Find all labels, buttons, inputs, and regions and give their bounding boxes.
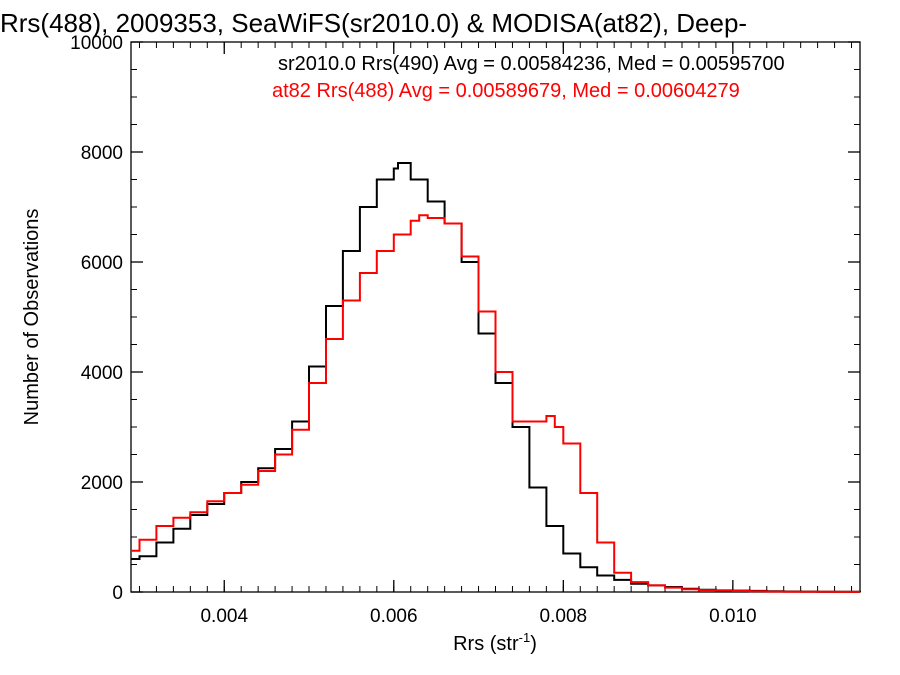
x-tick-label: 0.004 — [200, 606, 248, 627]
y-tick-label: 0 — [112, 583, 123, 604]
axis-ticks — [131, 41, 860, 593]
annotation-sr2010: sr2010.0 Rrs(490) Avg = 0.00584236, Med … — [278, 53, 785, 75]
x-tick-label: 0.010 — [709, 606, 757, 627]
x-tick-labels: 0.004 0.006 0.008 0.010 — [200, 606, 756, 627]
annotation-at82: at82 Rrs(488) Avg = 0.00589679, Med = 0.… — [272, 80, 740, 102]
chart-title: Rrs(488), 2009353, SeaWiFS(sr2010.0) & M… — [0, 8, 747, 38]
x-axis-label-superscript: -1 — [519, 630, 531, 645]
y-tick-labels: 0 2000 4000 6000 8000 10000 — [70, 33, 123, 604]
x-tick-label: 0.008 — [540, 606, 588, 627]
data-series — [131, 162, 861, 593]
y-tick-label: 4000 — [81, 363, 123, 384]
series-line-sr2010 — [131, 162, 861, 593]
y-tick-label: 10000 — [70, 33, 123, 54]
x-axis-label: Rrs (str-1) — [453, 630, 537, 655]
series-line-at82 — [131, 214, 860, 593]
y-tick-label: 6000 — [81, 253, 123, 274]
y-tick-label: 2000 — [81, 473, 123, 494]
x-axis-label-close: ) — [530, 633, 537, 655]
y-axis-label: Number of Observations — [21, 209, 43, 426]
x-axis-label-main: Rrs (str — [453, 633, 519, 655]
y-tick-label: 8000 — [81, 143, 123, 164]
x-tick-label: 0.006 — [370, 606, 418, 627]
